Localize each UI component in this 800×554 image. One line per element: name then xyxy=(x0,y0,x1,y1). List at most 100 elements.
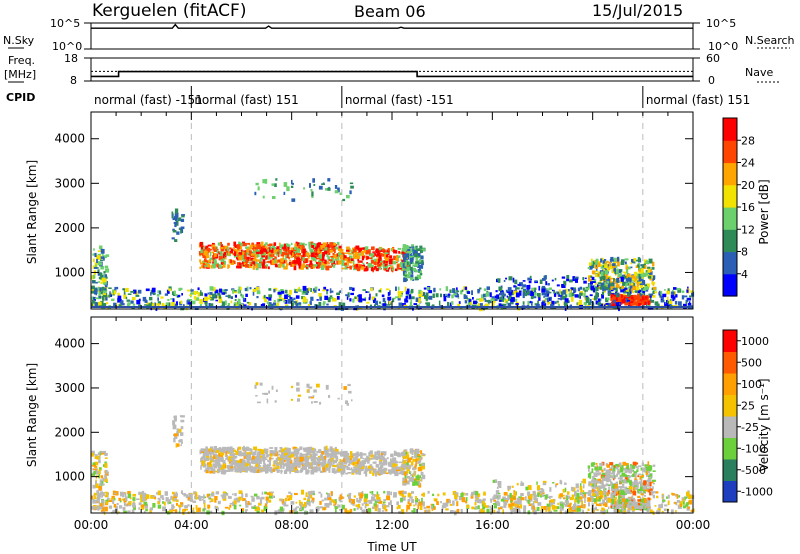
velocity-echo-cell xyxy=(94,466,98,468)
power-echo-cell xyxy=(622,299,626,303)
power-echo-cell xyxy=(626,269,629,274)
power-echo-cell xyxy=(250,257,254,260)
power-echo-cell xyxy=(329,249,333,253)
power-echo-cell xyxy=(233,302,237,304)
velocity-echo-cell xyxy=(419,475,421,479)
power-echo-cell xyxy=(313,184,316,186)
power-echo-cell xyxy=(276,246,280,251)
power-echo-cell xyxy=(419,264,423,267)
power-echo-cell xyxy=(312,291,315,294)
power-echo-cell xyxy=(314,304,317,307)
power-echo-cell xyxy=(588,301,591,306)
velocity-echo-cell xyxy=(166,491,168,496)
power-echo-cell xyxy=(410,257,414,263)
power-echo-cell xyxy=(300,255,303,259)
power-echo-cell xyxy=(327,187,331,191)
velocity-echo-cell xyxy=(277,510,280,513)
velocity-echo-cell xyxy=(290,465,293,469)
velocity-echo-cell xyxy=(433,506,436,510)
velocity-echo-cell xyxy=(308,501,311,507)
power-echo-cell xyxy=(353,260,355,265)
velocity-echo-cell xyxy=(278,469,281,472)
velocity-echo-cell xyxy=(549,497,551,499)
velocity-echo-cell xyxy=(248,458,252,461)
power-echo-cell xyxy=(496,294,500,300)
power-echo-cell xyxy=(204,300,208,305)
power-echo-cell xyxy=(122,288,125,290)
power-echo-cell xyxy=(263,294,266,299)
power-echo-cell xyxy=(165,302,169,308)
power-echo-cell xyxy=(260,304,265,308)
velocity-echo-cell xyxy=(686,502,689,506)
power-echo-cell xyxy=(346,296,349,300)
power-echo-cell xyxy=(316,257,320,260)
velocity-echo-cell xyxy=(232,493,234,496)
power-echo-cell xyxy=(384,252,389,254)
power-echo-cell xyxy=(393,255,396,261)
velocity-echo-cell xyxy=(393,492,397,497)
power-echo-cell xyxy=(217,292,221,296)
power-echo-cell xyxy=(240,293,243,297)
power-echo-cell xyxy=(599,280,602,284)
velocity-echo-cell xyxy=(359,452,363,455)
velocity-echo-cell xyxy=(209,501,212,503)
power-echo-cell xyxy=(604,274,608,280)
power-echo-cell xyxy=(249,261,251,264)
velocity-echo-cell xyxy=(106,497,110,501)
freq-left-tick-top: 18 xyxy=(64,52,78,65)
power-echo-cell xyxy=(217,242,221,246)
velocity-echo-cell xyxy=(275,457,279,462)
power-echo-cell xyxy=(485,303,489,308)
power-echo-cell xyxy=(404,272,407,276)
power-echo-cell xyxy=(374,266,377,269)
power-echo-cell xyxy=(262,179,266,184)
velocity-echo-cell xyxy=(335,448,339,452)
velocity-echo-cell xyxy=(427,490,430,494)
power-echo-cell xyxy=(491,296,495,300)
power-echo-cell xyxy=(394,268,398,272)
velocity-echo-cell xyxy=(421,463,425,466)
velocity-echo-cell xyxy=(211,466,214,471)
velocity-echo-cell xyxy=(104,457,108,459)
power-echo-cell xyxy=(416,249,418,254)
velocity-echo-cell xyxy=(431,504,435,509)
power-echo-cell xyxy=(343,262,348,267)
velocity-echo-cell xyxy=(368,452,371,457)
power-echo-cell xyxy=(555,291,560,294)
velocity-echo-cell xyxy=(510,502,515,507)
velocity-echo-cell xyxy=(662,499,666,502)
velocity-echo-cell xyxy=(350,451,352,456)
velocity-echo-cell xyxy=(246,452,249,455)
velocity-echo-cell xyxy=(414,453,417,459)
power-echo-cell xyxy=(439,288,442,291)
power-echo-cell xyxy=(303,187,305,190)
velocity-echo-cell xyxy=(265,448,269,451)
power-echo-cell xyxy=(579,286,583,290)
velocity-echo-cell xyxy=(671,510,673,514)
power-echo-cell xyxy=(685,299,688,304)
velocity-echo-cell xyxy=(351,455,354,458)
velocity-echo-cell xyxy=(411,475,414,479)
velocity-echo-cell xyxy=(201,460,203,464)
velocity-echo-cell xyxy=(110,498,115,500)
power-echo-cell xyxy=(239,244,243,250)
velocity-echo-cell xyxy=(93,470,98,475)
power-echo-cell xyxy=(92,258,95,262)
power-echo-cell xyxy=(579,296,581,299)
velocity-echo-cell xyxy=(496,495,500,500)
power-echo-cell xyxy=(384,300,387,306)
velocity-echo-cell xyxy=(99,479,103,485)
power-echo-cell xyxy=(135,294,140,297)
velocity-echo-cell xyxy=(340,451,342,457)
velocity-echo-cell xyxy=(313,453,318,456)
velocity-echo-cell xyxy=(101,452,105,455)
velocity-echo-cell xyxy=(320,463,323,465)
velocity-echo-cell xyxy=(297,463,301,468)
noise-left-tick-bottom: 10^0 xyxy=(52,40,82,53)
power-echo-cell xyxy=(409,255,413,259)
velocity-echo-cell xyxy=(227,447,231,452)
velocity-echo-cell xyxy=(140,504,145,508)
power-echo-cell xyxy=(95,281,98,284)
power-echo-cell xyxy=(284,259,287,264)
power-echo-cell xyxy=(207,263,211,268)
